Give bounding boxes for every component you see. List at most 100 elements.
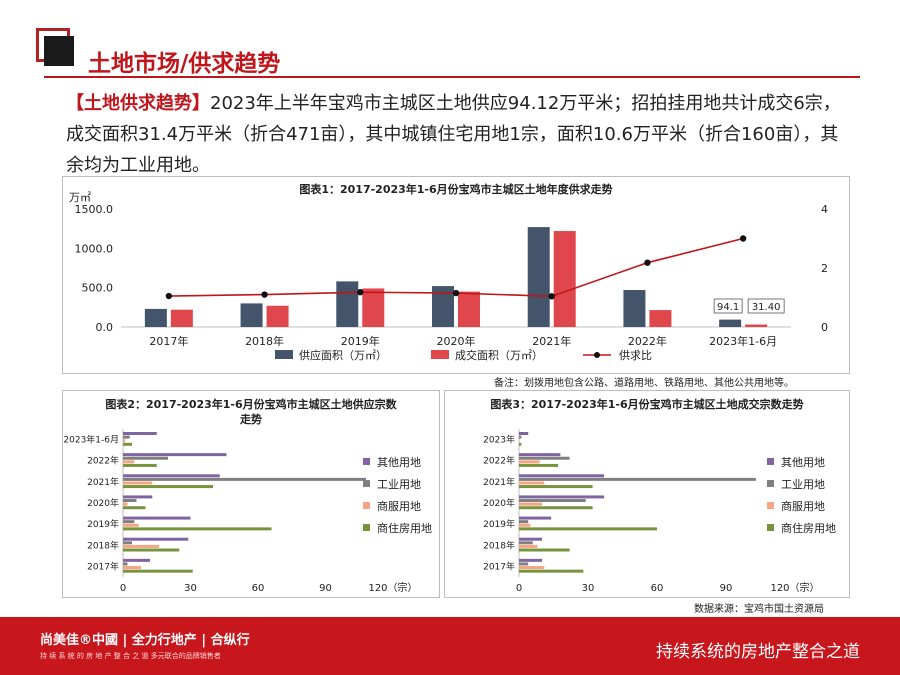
- chart3-bar-0: [519, 432, 529, 435]
- chart1-bar-supply: [432, 286, 454, 327]
- chart1-legend-swatch-deal: [431, 350, 449, 359]
- chart1-bar-deal: [362, 288, 385, 327]
- chart1-legend-deal: 成交面积（万㎡）: [455, 348, 543, 362]
- chart1-ytick-label: 1000.0: [75, 242, 114, 255]
- chart3-bar-2: [519, 566, 545, 570]
- chart3-legend-swatch: [767, 502, 774, 509]
- chart2-bar-3: [123, 442, 132, 446]
- chart3-ytick-label: 2021年: [483, 476, 515, 488]
- chart2-bar-2: [123, 460, 135, 464]
- chart3-ytick-label: 2019年: [483, 518, 515, 530]
- chart1-xtick-label: 2017年: [149, 334, 188, 348]
- chart3-ytick-label: 2017年: [483, 560, 515, 572]
- chart1-bar-supply: [623, 290, 646, 327]
- chart1-title: 图表1：2017-2023年1-6月份宝鸡市主城区土地年度供求走势: [299, 183, 613, 196]
- chart1-data-label: 31.40: [752, 302, 781, 313]
- chart1-bar-deal: [458, 291, 480, 327]
- chart2-bar-1: [123, 562, 128, 566]
- chart3-xtick-label: 90: [720, 583, 733, 594]
- chart1-ratio-point: [165, 292, 173, 300]
- chart1-ratio-point: [452, 289, 460, 297]
- chart3-xtick-label: 30: [582, 583, 595, 594]
- chart1-unit-label: 万㎡: [69, 191, 91, 204]
- chart1-ytick-label: 0.0: [96, 321, 114, 334]
- chart2-legend-swatch: [363, 458, 370, 465]
- footer-brand: 尚美佳®中國 | 全力行地产 | 合纵行: [40, 633, 250, 648]
- chart2-bar-0: [123, 558, 150, 562]
- chart3-bar-3: [519, 442, 522, 446]
- chart2-title: 图表2：2017-2023年1-6月份宝鸡市主城区土地供应宗数走势: [105, 398, 397, 426]
- chart3-bar-0: [519, 474, 605, 478]
- chart2-legend-swatch: [363, 524, 370, 531]
- chart2-bar-3: [123, 569, 193, 573]
- chart1-bar-supply: [144, 308, 167, 327]
- chart1-ytick-label: 1500.0: [75, 203, 114, 216]
- chart3-bar-0: [519, 537, 542, 541]
- chart3-bar-3: [519, 485, 593, 489]
- chart2-ytick-label: 2017年: [87, 560, 119, 572]
- chart3-bar-2: [519, 439, 520, 443]
- chart1-ytick-right-label: 2: [821, 262, 828, 275]
- chart2-bar-0: [123, 537, 189, 541]
- chart3-ytick-label: 2023年: [483, 434, 515, 446]
- title-divider: [44, 76, 860, 78]
- chart2-ytick-label: 2018年: [87, 539, 119, 551]
- chart1-data-label-box: [713, 298, 743, 314]
- chart2-bar-2: [123, 523, 139, 527]
- chart2-xtick-label: 90: [319, 583, 332, 594]
- chart2-bar-3: [123, 485, 213, 489]
- chart2-xtick-label: 30: [184, 583, 197, 594]
- chart1-bar-deal: [553, 231, 576, 327]
- chart1-bar-supply: [336, 281, 359, 327]
- chart3-xtick-label: 120（宗）: [770, 581, 819, 594]
- summary-text: 2023年上半年宝鸡市主城区土地供应94.12万平米；招拍挂用地共计成交6宗，成…: [66, 93, 841, 176]
- chart1-xtick-label: 2019年: [341, 334, 380, 348]
- chart1-data-label-box: [747, 298, 785, 314]
- chart3-title: 图表3：2017-2023年1-6月份宝鸡市主城区土地成交宗数走势: [490, 398, 804, 411]
- chart2-bar-1: [123, 520, 135, 524]
- chart2-bar-1: [123, 541, 132, 545]
- chart2-svg: 2023年1-6月 2022年 2021年 2020年 2019年 2018年 2017年0…: [63, 429, 432, 594]
- chart3-bar-0: [519, 453, 561, 457]
- chart2-legend-label: 工业用地: [377, 478, 421, 491]
- chart3-legend-swatch: [767, 480, 774, 487]
- logo-square: [44, 36, 74, 66]
- chart1-ytick-right-label: 4: [821, 203, 828, 216]
- chart1-xtick-label: 2020年: [437, 334, 476, 348]
- chart2-ytick-label: 2021年: [87, 476, 119, 488]
- chart3-bar-3: [519, 569, 584, 573]
- footer-slogan: 持续系统的房地产整合之道: [656, 642, 860, 662]
- chart1-data-label: 94.1: [717, 302, 739, 313]
- footer-bar: 尚美佳®中國 | 全力行地产 | 合纵行 持 续 系 统 的 房 地 产 整 合…: [0, 617, 900, 675]
- chart1-legend-ratio: 供求比: [619, 348, 652, 362]
- chart2-ytick-label: 2022年: [87, 455, 119, 467]
- chart2-bar-0: [123, 495, 153, 499]
- chart1-legend-marker-ratio: [594, 352, 600, 358]
- chart2-legend-label: 其他用地: [377, 456, 421, 469]
- chart3-bar-1: [519, 456, 570, 460]
- chart3-bar-3: [519, 463, 559, 467]
- chart2-bar-0: [123, 453, 227, 457]
- chart1-ratio-point: [261, 291, 268, 298]
- summary-tag: 【土地供求趋势】: [66, 93, 210, 114]
- chart3-bar-1: [519, 520, 529, 524]
- chart2-bar-3: [123, 506, 146, 510]
- chart3-legend-label: 工业用地: [781, 478, 825, 491]
- chart2-bar-1: [123, 477, 366, 481]
- chart2-legend-swatch: [363, 480, 370, 487]
- chart3-bar-2: [519, 502, 542, 506]
- chart1-legend-swatch-supply: [275, 350, 293, 359]
- chart1-bar-deal: [266, 305, 289, 327]
- chart3-ytick-label: 2018年: [483, 539, 515, 551]
- chart2-ytick-label: 2023年1-6月: [63, 434, 119, 446]
- chart1-panel: 图表1：2017-2023年1-6月份宝鸡市主城区土地年度供求走势 万㎡ 0.0 5…: [62, 176, 850, 374]
- chart2-legend-label: 商服用地: [377, 499, 421, 513]
- chart3-xtick-label: 0: [516, 583, 522, 594]
- chart2-bar-2: [123, 544, 159, 548]
- chart3-xtick-label: 60: [651, 583, 664, 594]
- chart2-legend-swatch: [363, 502, 370, 509]
- chart1-bar-supply: [240, 303, 263, 327]
- chart2-bar-2: [123, 439, 126, 443]
- chart1-xtick-label: 2018年: [245, 334, 284, 348]
